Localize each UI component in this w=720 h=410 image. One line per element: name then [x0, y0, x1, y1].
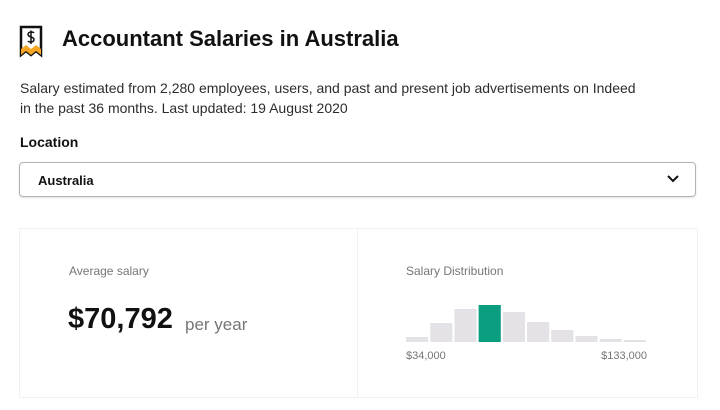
histogram-bar: [575, 336, 598, 342]
chevron: [667, 175, 679, 183]
distribution-label: Salary Distribution: [406, 264, 504, 278]
histogram-bar: [454, 309, 477, 342]
histogram-bar: [599, 339, 622, 342]
histogram-bar: [430, 323, 453, 342]
select-value: Australia: [38, 173, 94, 188]
histogram-bar: [478, 305, 501, 342]
average-unit: per year: [185, 315, 248, 334]
divider: [357, 229, 358, 397]
description: Salary estimated from 2,280 employees, u…: [20, 80, 636, 116]
location-select[interactable]: Australia: [19, 162, 696, 197]
salary-card: Average salary $70,792 per year Salary D…: [19, 228, 698, 398]
average-value: $70,792: [68, 303, 173, 335]
histogram-bar: [406, 337, 429, 342]
max-label: $133,000: [601, 350, 647, 362]
histogram-bar: [527, 322, 550, 342]
salary-icon: [19, 25, 43, 58]
histogram-bar: [623, 340, 646, 342]
page-title: Accountant Salaries in Australia: [62, 26, 399, 51]
histogram: $34,000 $133,000: [406, 305, 647, 362]
histogram-bar: [502, 312, 525, 342]
histogram-bar: [551, 330, 574, 342]
average-label: Average salary: [69, 264, 149, 278]
min-label: $34,000: [406, 350, 446, 362]
location-label: Location: [20, 134, 79, 150]
